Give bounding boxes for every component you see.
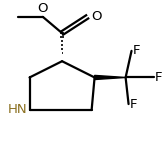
Text: F: F xyxy=(133,44,140,57)
Text: F: F xyxy=(130,97,138,111)
Text: O: O xyxy=(38,2,48,15)
Polygon shape xyxy=(95,75,126,80)
Text: O: O xyxy=(92,10,102,23)
Text: F: F xyxy=(155,71,163,84)
Text: HN: HN xyxy=(8,104,27,116)
